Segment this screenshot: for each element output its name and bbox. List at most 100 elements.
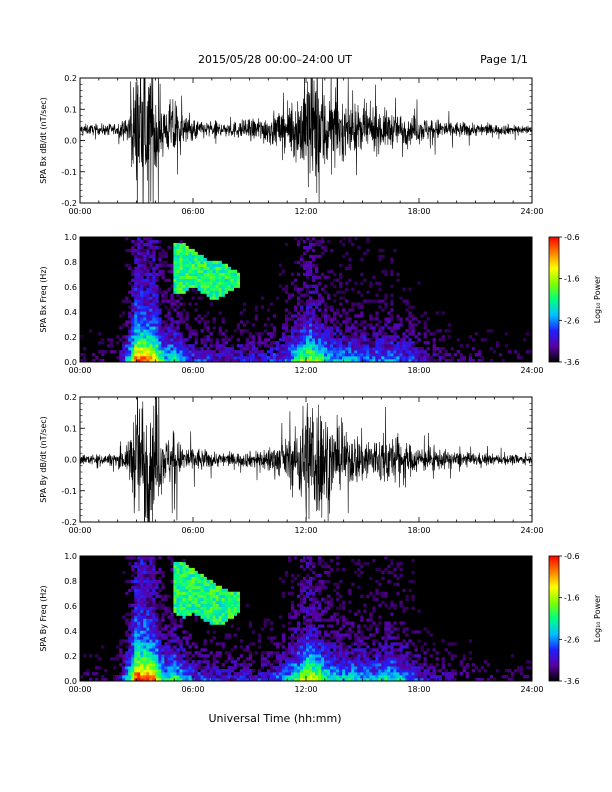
spectrogram-cell bbox=[272, 672, 277, 676]
spectrogram-cell bbox=[339, 651, 343, 655]
spectrogram-cell bbox=[176, 591, 180, 595]
spectrogram-cell bbox=[191, 603, 195, 607]
spectrogram-cell bbox=[227, 666, 231, 670]
spectrogram-cell bbox=[375, 341, 379, 345]
spectrogram-cell bbox=[396, 350, 400, 354]
spectrogram-cell bbox=[173, 597, 177, 601]
spectrogram-cell bbox=[215, 296, 219, 300]
spectrogram-cell bbox=[375, 630, 379, 634]
spectrogram-cell bbox=[185, 600, 189, 604]
spectrogram-cell bbox=[384, 624, 388, 628]
spectrogram-cell bbox=[339, 606, 343, 610]
spectrogram-cell bbox=[167, 606, 171, 610]
spectrogram-cell bbox=[387, 678, 391, 681]
spectrogram-cell bbox=[284, 570, 289, 575]
spectrogram-cell bbox=[155, 594, 159, 598]
spectrogram-cell bbox=[357, 675, 361, 679]
spectrogram-cell bbox=[146, 594, 150, 598]
spectrogram-cell bbox=[134, 281, 138, 285]
spectrogram-cell bbox=[224, 672, 228, 676]
spectrogram-cell bbox=[227, 609, 231, 613]
spectrogram-cell bbox=[170, 269, 174, 274]
spectrogram-cell bbox=[167, 326, 171, 330]
spectrogram-cell bbox=[218, 353, 222, 357]
spectrogram-cell bbox=[339, 675, 343, 679]
spectrogram-cell bbox=[131, 648, 135, 652]
spectrogram-cell bbox=[221, 645, 225, 649]
spectrogram-cell bbox=[302, 344, 307, 348]
spectrogram-cell bbox=[185, 630, 189, 634]
spectrogram-cell bbox=[309, 648, 313, 652]
y-tick-label: 0.0 bbox=[64, 456, 77, 465]
spectrogram-cell bbox=[158, 338, 162, 342]
spectrogram-cell bbox=[414, 359, 418, 362]
spectrogram-cell bbox=[170, 347, 174, 351]
spectrogram-cell bbox=[309, 675, 313, 679]
spectrogram-cell bbox=[354, 281, 358, 285]
spectrogram-cell bbox=[281, 678, 286, 681]
spectrogram-cell bbox=[155, 314, 159, 318]
spectrogram-cell bbox=[299, 627, 304, 631]
spectrogram-cell bbox=[396, 642, 400, 646]
spectrogram-cell bbox=[164, 669, 168, 673]
spectrogram-cell bbox=[164, 335, 168, 339]
spectrogram-cell bbox=[197, 675, 201, 679]
spectrogram-cell bbox=[146, 335, 150, 339]
spectrogram-cell bbox=[450, 672, 454, 676]
spectrogram-cell bbox=[185, 660, 189, 664]
spectrogram-cell bbox=[200, 257, 204, 262]
spectrogram-cell bbox=[302, 353, 307, 357]
spectrogram-cell bbox=[342, 242, 346, 247]
spectrogram-cell bbox=[396, 323, 400, 327]
spectrogram-cell bbox=[179, 314, 183, 318]
spectrogram-cell bbox=[200, 579, 204, 584]
spectrogram-cell bbox=[131, 603, 135, 607]
spectrogram-cell bbox=[221, 332, 225, 336]
spectrogram-cell bbox=[128, 281, 132, 285]
spectrogram-cell bbox=[140, 660, 144, 664]
spectrogram-cell bbox=[194, 645, 198, 649]
spectrogram-cell bbox=[318, 624, 322, 628]
spectrogram-cell bbox=[381, 675, 385, 679]
spectrogram-cell bbox=[143, 582, 147, 587]
spectrogram-cell bbox=[290, 585, 295, 590]
spectrogram-cell bbox=[408, 329, 412, 333]
spectrogram-cell bbox=[128, 326, 132, 330]
spectrogram-cell bbox=[155, 296, 159, 300]
spectrogram-cell bbox=[125, 341, 129, 345]
spectrogram-cell bbox=[179, 675, 183, 679]
spectrogram-cell bbox=[360, 639, 364, 643]
spectrogram-cell bbox=[140, 597, 144, 601]
spectrogram-cell bbox=[426, 672, 430, 676]
spectrogram-cell bbox=[167, 648, 171, 652]
spectrogram-cell bbox=[287, 317, 292, 321]
spectrogram-cell bbox=[224, 588, 228, 593]
spectrogram-cell bbox=[218, 281, 222, 285]
spectrogram-cell bbox=[287, 359, 292, 362]
spectrogram-cell bbox=[296, 675, 301, 679]
spectrogram-cell bbox=[299, 672, 304, 676]
spectrogram-cell bbox=[315, 302, 319, 306]
spectrogram-cell bbox=[203, 642, 207, 646]
spectrogram-cell bbox=[206, 272, 210, 276]
spectrogram-cell bbox=[342, 645, 346, 649]
spectrogram-cell bbox=[158, 245, 162, 250]
spectrogram-cell bbox=[179, 296, 183, 300]
spectrogram-cell bbox=[83, 359, 87, 362]
spectrogram-cell bbox=[122, 323, 126, 327]
spectrogram-cell bbox=[194, 338, 198, 342]
spectrogram-cell bbox=[179, 576, 183, 581]
spectrogram-cell bbox=[327, 356, 331, 360]
spectrogram-cell bbox=[351, 663, 355, 667]
spectrogram-cell bbox=[143, 621, 147, 625]
spectrogram-cell bbox=[179, 606, 183, 610]
spectrogram-cell bbox=[336, 630, 340, 634]
spectrogram-cell bbox=[447, 651, 451, 655]
spectrogram-cell bbox=[176, 660, 180, 664]
spectrogram-cell bbox=[296, 260, 301, 265]
spectrogram-cell bbox=[384, 630, 388, 634]
spectrogram-cell bbox=[194, 573, 198, 578]
spectrogram-cell bbox=[315, 347, 319, 351]
spectrogram-cell bbox=[296, 335, 301, 339]
spectrogram-cell bbox=[209, 272, 213, 276]
